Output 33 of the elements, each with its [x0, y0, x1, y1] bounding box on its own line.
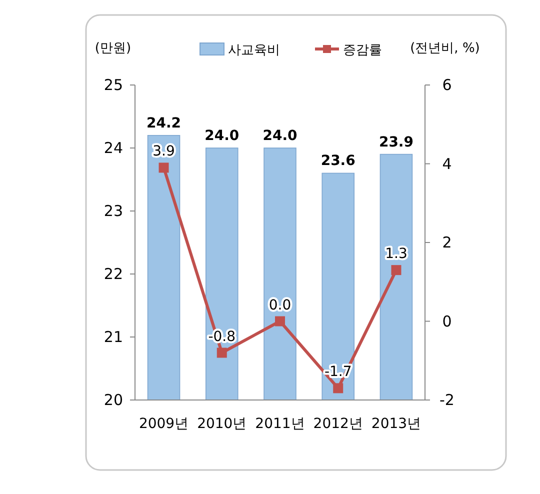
data-label: 3.9 — [152, 144, 175, 160]
point — [333, 383, 344, 394]
y-axis-title: (만원) — [94, 41, 132, 56]
x-tick-label: 2011년 — [255, 416, 305, 432]
x-tick-label: 2012년 — [313, 416, 363, 432]
x-tick-label: 2010년 — [197, 416, 247, 432]
y2-tick-label: 2 — [442, 234, 452, 252]
legend-label: 증감률 — [343, 43, 382, 58]
data-label: 1.3 — [385, 246, 408, 262]
x-tick-label: 2009년 — [138, 416, 189, 432]
point — [216, 348, 227, 358]
legend-label: 사교육비 — [228, 43, 280, 58]
data-label: 23.6 — [320, 153, 356, 170]
data-label: 24.2 — [146, 115, 182, 132]
point — [158, 162, 169, 173]
y-tick-label: 24 — [104, 139, 123, 157]
point — [275, 316, 285, 326]
data-label: 0.0 — [268, 297, 292, 314]
y2-axis-title: (전년비, %) — [410, 41, 480, 56]
y-tick-label: 22 — [104, 265, 123, 283]
y2-tick-label: -2 — [440, 391, 454, 409]
data-label: 24.0 — [204, 128, 240, 144]
y-tick-label: 25 — [104, 76, 123, 94]
y-tick-label: 21 — [104, 328, 123, 346]
y2-tick-label: 4 — [442, 154, 452, 173]
y-tick-label: 20 — [104, 391, 123, 409]
y-tick-label: 23 — [104, 202, 123, 220]
data-label: 24.0 — [262, 128, 298, 144]
data-label: 23.9 — [378, 134, 414, 150]
point — [391, 265, 402, 276]
y2-tick-label: 0 — [442, 312, 452, 330]
x-tick-label: 2013년 — [371, 416, 422, 432]
y2-tick-label: 6 — [442, 76, 452, 94]
